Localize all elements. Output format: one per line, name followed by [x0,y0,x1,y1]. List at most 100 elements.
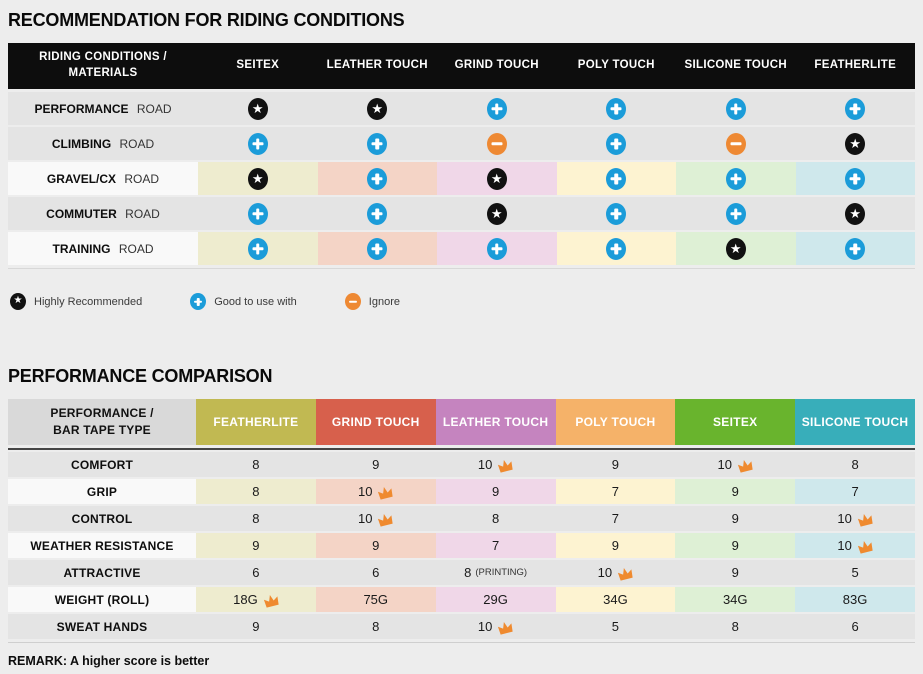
star-icon [10,293,26,310]
perf-cell: 6 [196,560,316,585]
perf-cell: 9 [675,506,796,531]
perf-row-attractive: ATTRACTIVE 6 6 8 (PRINTING) 10 9 5 [8,560,915,585]
riding-cell [556,232,676,265]
cell-value: 9 [731,484,739,499]
plus-icon [606,97,627,120]
riding-cell [795,162,915,195]
plus-icon [725,97,746,120]
riding-cell [437,127,557,160]
riding-header-silicone-touch: SILICONE TOUCH [684,59,787,72]
perf-cell: 8 [196,479,316,504]
perf-cell: 9 [196,533,316,558]
perf-cell: 9 [435,479,556,504]
riding-row-commuter: COMMUTER ROAD [8,197,915,230]
cell-value: 10 [837,511,852,526]
riding-row-gravel-cx: GRAVEL/CX ROAD [8,162,915,195]
perf-header-grind-touch: GRIND TOUCH [315,399,436,445]
perf-row-comfort: COMFORT 8 9 10 9 10 8 [8,452,915,477]
cell-value: 75G [363,592,389,607]
perf-cell: 6 [315,560,436,585]
legend-item-highly-recommended: Highly Recommended [10,293,142,310]
cell-value: 9 [611,457,620,472]
riding-cell [317,197,437,230]
cell-note: (PRINTING) [475,567,528,578]
perf-cell: 10 [315,479,436,504]
riding-cell [198,232,318,265]
perf-header-corner: PERFORMANCE / BAR TAPE TYPE [8,399,196,445]
cell-value: 10 [597,565,613,580]
perf-cell: 10 [795,533,915,558]
cell-value: 9 [491,484,500,499]
riding-cell [437,92,557,125]
perf-row-weather-resistance: WEATHER RESISTANCE 9 9 7 9 9 10 [8,533,915,558]
cell-value: 34G [722,592,748,607]
perf-cell: 34G [555,587,676,612]
perf-header-leather-touch: LEATHER TOUCH [435,399,556,445]
crown-icon [857,513,873,527]
perf-cell: 9 [315,533,436,558]
perf-cell: 8 [196,452,316,477]
minus-icon [486,132,507,155]
performance-comparison-title: PERFORMANCE COMPARISON [8,366,273,386]
plus-icon [367,132,388,155]
perf-cell: 9 [675,533,796,558]
riding-cell [676,197,796,230]
row-label-bold: COMFORT [70,457,134,472]
row-label: ATTRACTIVE [8,560,196,585]
crown-icon [378,486,394,500]
riding-row-climbing: CLIMBING ROAD [8,127,915,160]
perf-row-sweat-hands: SWEAT HANDS 9 8 10 5 8 6 [8,614,915,639]
riding-cell [676,232,796,265]
row-label: GRAVEL/CX ROAD [8,162,198,195]
cell-value: 29G [483,592,508,607]
performance-table: PERFORMANCE / BAR TAPE TYPE FEATHERLITE GR… [8,399,915,643]
riding-cell [437,197,557,230]
perf-header-poly-touch: POLY TOUCH [555,399,676,445]
perf-cell: 6 [795,614,915,639]
cell-value: 10 [477,619,493,634]
row-label-bold: WEATHER RESISTANCE [30,538,174,553]
perf-cell: 10 [675,452,796,477]
cell-value: 9 [372,457,380,472]
perf-cell: 8 [435,506,556,531]
cell-value: 7 [491,538,500,553]
star-icon [486,202,507,225]
cell-value: 6 [372,565,380,580]
perf-cell: 7 [555,479,676,504]
star-icon [845,132,866,155]
minus-icon [725,132,746,155]
plus-icon [247,202,268,225]
riding-cell [676,92,796,125]
riding-cell [317,232,437,265]
riding-conditions-table: RIDING CONDITIONS / MATERIALS SEITEX LEATH… [8,43,915,269]
perf-cell: 10 [795,506,915,531]
cell-value: 8 [731,619,739,634]
row-label: TRAINING ROAD [8,232,198,265]
riding-cell [198,197,318,230]
perf-cell: 7 [795,479,915,504]
cell-value: 10 [717,457,732,472]
plus-icon [486,237,507,260]
cell-value: 8 [464,565,472,580]
cell-value: 18G [233,592,258,607]
cell-value: 9 [372,538,380,553]
performance-table-header-row: PERFORMANCE / BAR TAPE TYPE FEATHERLITE GR… [8,399,915,445]
perf-cell: 9 [555,452,676,477]
legend-item-good-to-use-with: Good to use with [190,293,297,310]
riding-cell [317,162,437,195]
legend: Highly Recommended Good to use with Ignore [10,293,915,310]
cell-value: 8 [252,484,260,499]
perf-cell: 7 [435,533,556,558]
riding-conditions-title: RECOMMENDATION FOR RIDING CONDITIONS [8,10,405,30]
cell-value: 8 [491,511,500,526]
cell-value: 9 [731,538,739,553]
plus-icon [606,202,627,225]
riding-cell [556,162,676,195]
perf-cell: 10 [315,506,436,531]
legend-label: Ignore [368,295,400,308]
plus-icon [606,237,627,260]
perf-cell: 8 [675,614,796,639]
crown-icon [498,621,513,635]
plus-icon [606,132,627,155]
